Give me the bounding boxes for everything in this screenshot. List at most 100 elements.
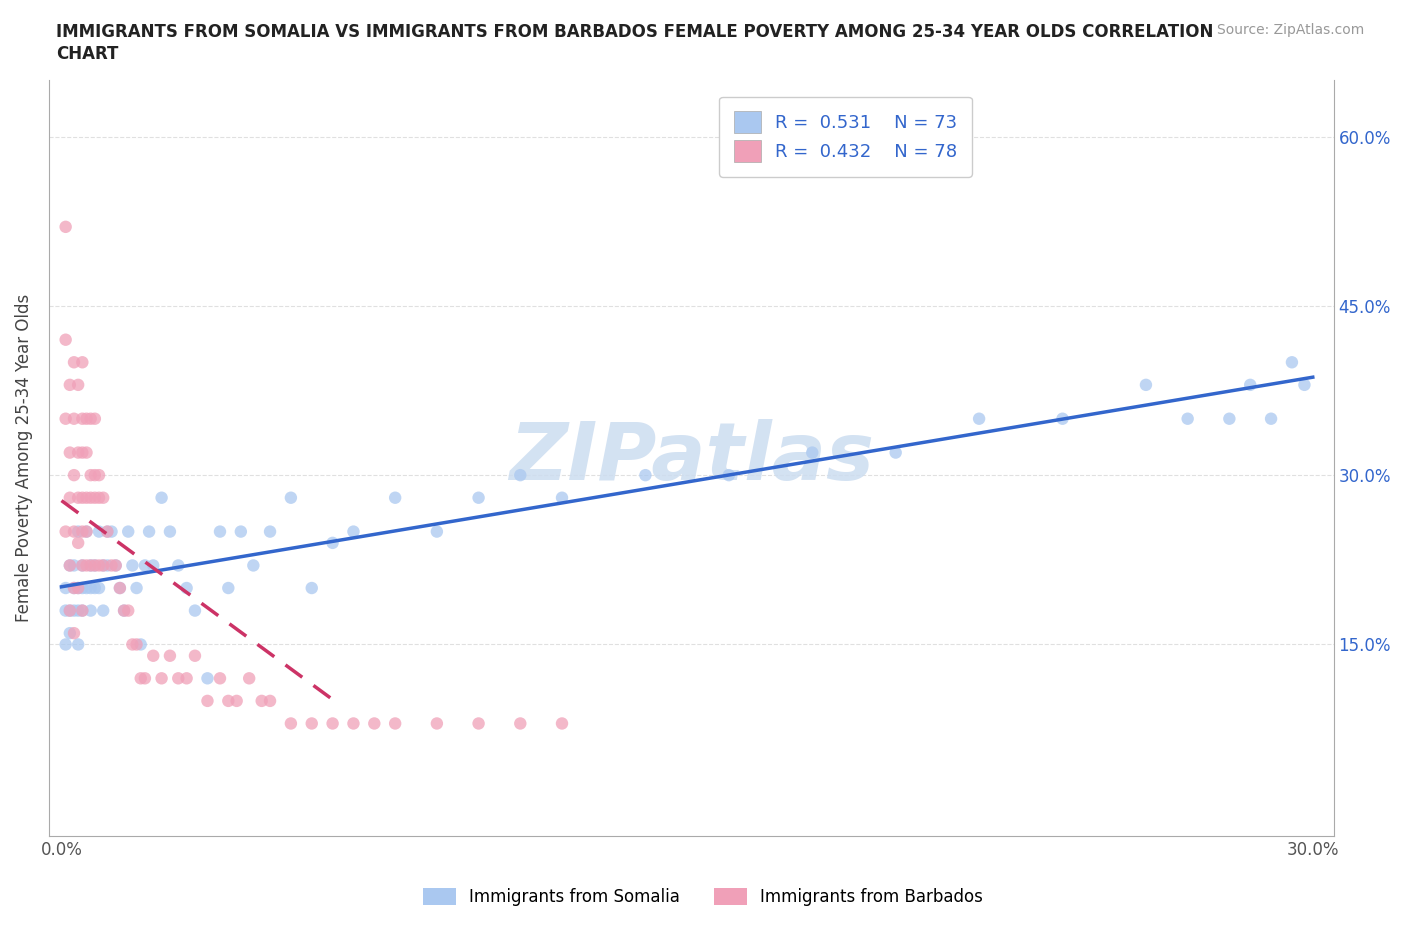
Point <box>96 525 118 539</box>
Point <box>79 490 101 505</box>
Point <box>83 490 105 505</box>
Point <box>63 604 86 618</box>
Point <box>125 637 148 652</box>
Point <box>83 411 105 426</box>
Point <box>79 580 101 595</box>
Point <box>1177 411 1199 426</box>
Point <box>217 580 239 595</box>
Point <box>96 558 118 573</box>
Point <box>238 671 260 685</box>
Point <box>1218 411 1240 426</box>
Point <box>72 355 94 370</box>
Point <box>63 626 86 641</box>
Point <box>79 558 101 573</box>
Point <box>59 626 82 641</box>
Point <box>150 671 173 685</box>
Point <box>208 525 231 539</box>
Point <box>87 525 110 539</box>
Point <box>259 525 281 539</box>
Point <box>259 694 281 709</box>
Point <box>167 558 190 573</box>
Point <box>55 219 77 234</box>
Point <box>91 604 114 618</box>
Point <box>72 604 94 618</box>
Point <box>301 580 323 595</box>
Point <box>72 604 94 618</box>
Point <box>83 580 105 595</box>
Text: ZIPatlas: ZIPatlas <box>509 419 873 498</box>
Point <box>67 490 90 505</box>
Point <box>76 558 98 573</box>
Point <box>184 604 207 618</box>
Point <box>55 580 77 595</box>
Point <box>59 558 82 573</box>
Point <box>100 558 122 573</box>
Point <box>67 604 90 618</box>
Point <box>72 558 94 573</box>
Point <box>167 671 190 685</box>
Point <box>384 716 406 731</box>
Point <box>79 468 101 483</box>
Point <box>83 558 105 573</box>
Point <box>142 648 165 663</box>
Point <box>76 445 98 460</box>
Point <box>104 558 127 573</box>
Point <box>87 580 110 595</box>
Point <box>134 671 156 685</box>
Point <box>87 468 110 483</box>
Point <box>79 558 101 573</box>
Point <box>55 604 77 618</box>
Point <box>67 580 90 595</box>
Point <box>83 468 105 483</box>
Point <box>467 716 489 731</box>
Point <box>72 525 94 539</box>
Point <box>280 716 302 731</box>
Point <box>59 558 82 573</box>
Point <box>72 558 94 573</box>
Point <box>176 580 198 595</box>
Point <box>342 716 364 731</box>
Point <box>1135 378 1157 392</box>
Point <box>91 490 114 505</box>
Legend: Immigrants from Somalia, Immigrants from Barbados: Immigrants from Somalia, Immigrants from… <box>416 881 990 912</box>
Point <box>63 580 86 595</box>
Point <box>1239 378 1261 392</box>
Point <box>967 411 990 426</box>
Point <box>76 411 98 426</box>
Point <box>301 716 323 731</box>
Point <box>322 716 344 731</box>
Text: CHART: CHART <box>56 45 118 62</box>
Point <box>87 558 110 573</box>
Point <box>91 558 114 573</box>
Point <box>67 445 90 460</box>
Point <box>63 525 86 539</box>
Point <box>100 525 122 539</box>
Point <box>55 411 77 426</box>
Point <box>142 558 165 573</box>
Point <box>72 445 94 460</box>
Point <box>91 558 114 573</box>
Point <box>59 604 82 618</box>
Point <box>225 694 247 709</box>
Point <box>717 468 740 483</box>
Point <box>467 490 489 505</box>
Point <box>117 604 139 618</box>
Point <box>250 694 273 709</box>
Point <box>63 558 86 573</box>
Point <box>138 525 160 539</box>
Point <box>217 694 239 709</box>
Point <box>67 525 90 539</box>
Point <box>1260 411 1282 426</box>
Point <box>67 580 90 595</box>
Point <box>76 580 98 595</box>
Point <box>551 490 574 505</box>
Point <box>208 671 231 685</box>
Point <box>342 525 364 539</box>
Point <box>87 490 110 505</box>
Legend: R =  0.531    N = 73, R =  0.432    N = 78: R = 0.531 N = 73, R = 0.432 N = 78 <box>720 97 972 177</box>
Point <box>76 525 98 539</box>
Point <box>426 525 449 539</box>
Point <box>159 525 181 539</box>
Point <box>67 637 90 652</box>
Point <box>129 671 152 685</box>
